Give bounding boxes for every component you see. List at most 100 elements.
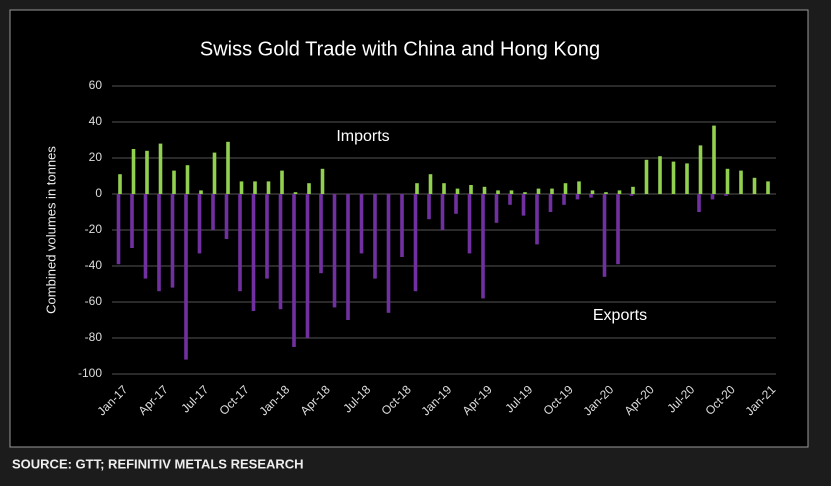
bar (442, 183, 446, 194)
bar (400, 194, 404, 257)
bar (535, 194, 539, 245)
bar (766, 181, 770, 194)
bar (604, 192, 608, 194)
bar (496, 190, 500, 194)
bar (293, 192, 298, 194)
bar (373, 194, 377, 279)
bar (197, 194, 202, 254)
bar (589, 194, 593, 198)
bar (685, 163, 689, 194)
bar (211, 194, 215, 230)
bar (184, 194, 188, 360)
bar (577, 181, 581, 194)
y-axis-label: Combined volumes in tonnes (43, 146, 58, 314)
bar (143, 194, 148, 279)
bar (671, 161, 676, 194)
bar (724, 194, 728, 196)
y-tick-label: 20 (89, 150, 103, 164)
bar (305, 194, 310, 338)
bar (116, 194, 121, 265)
bar (616, 194, 620, 265)
bar (454, 194, 458, 214)
bar (413, 194, 418, 292)
bar (548, 194, 553, 212)
bar (602, 194, 607, 277)
bar (266, 181, 271, 194)
bar (523, 192, 527, 194)
bar (481, 194, 485, 299)
bar (469, 185, 473, 194)
bar (629, 194, 634, 196)
bar (509, 190, 514, 194)
bar (575, 194, 580, 200)
bar (658, 156, 662, 194)
chart-frame (9, 9, 809, 448)
bar (332, 194, 337, 308)
bar (307, 183, 311, 194)
y-tick-label: 0 (95, 186, 102, 200)
bar (482, 186, 487, 194)
bar (644, 159, 649, 194)
bar (212, 152, 217, 194)
bar (739, 170, 743, 194)
bar (712, 125, 716, 194)
annotation: Imports (336, 128, 389, 145)
bar (386, 194, 391, 313)
bar (508, 194, 512, 205)
y-tick-label: -80 (85, 330, 103, 344)
annotation: Exports (593, 307, 647, 324)
bar (319, 194, 323, 274)
source: SOURCE: GTT; REFINITIV METALS RESEARCH (12, 456, 304, 471)
bar (455, 188, 460, 194)
bar (631, 186, 635, 194)
y-tick-label: 60 (89, 78, 103, 92)
bar (265, 194, 269, 279)
bar (617, 190, 622, 194)
bar (253, 181, 257, 194)
bar (494, 194, 499, 223)
bar (346, 194, 350, 320)
bar (199, 190, 203, 194)
bar (118, 174, 122, 194)
bar (292, 194, 296, 347)
bar (278, 194, 283, 310)
y-tick-label: 40 (89, 114, 103, 128)
bar (752, 177, 757, 194)
bar (185, 165, 190, 194)
bar (145, 150, 149, 194)
bar (550, 188, 554, 194)
bar (251, 194, 256, 311)
bar (320, 168, 325, 194)
bar (521, 194, 526, 216)
bar (239, 181, 244, 194)
bar (157, 194, 161, 292)
bar (698, 145, 703, 194)
y-tick-label: -100 (78, 366, 102, 380)
bar (427, 194, 431, 220)
bar (710, 194, 715, 200)
bar (359, 194, 364, 254)
bar (562, 194, 566, 205)
bar (697, 194, 701, 212)
bar (158, 143, 163, 194)
bar (131, 149, 136, 194)
bar (238, 194, 242, 292)
bar (224, 194, 229, 239)
bar (172, 170, 176, 194)
bar (170, 194, 175, 288)
bar (467, 194, 472, 254)
bar (563, 183, 568, 194)
chart-title: Swiss Gold Trade with China and Hong Kon… (200, 38, 600, 60)
bar (590, 190, 595, 194)
bar (415, 183, 419, 194)
y-tick-label: -20 (85, 222, 103, 236)
bar (536, 188, 541, 194)
bar (226, 141, 230, 194)
y-tick-label: -60 (85, 294, 103, 308)
bar (280, 170, 284, 194)
bar (428, 174, 433, 194)
bar (440, 194, 445, 230)
bar (725, 168, 730, 194)
